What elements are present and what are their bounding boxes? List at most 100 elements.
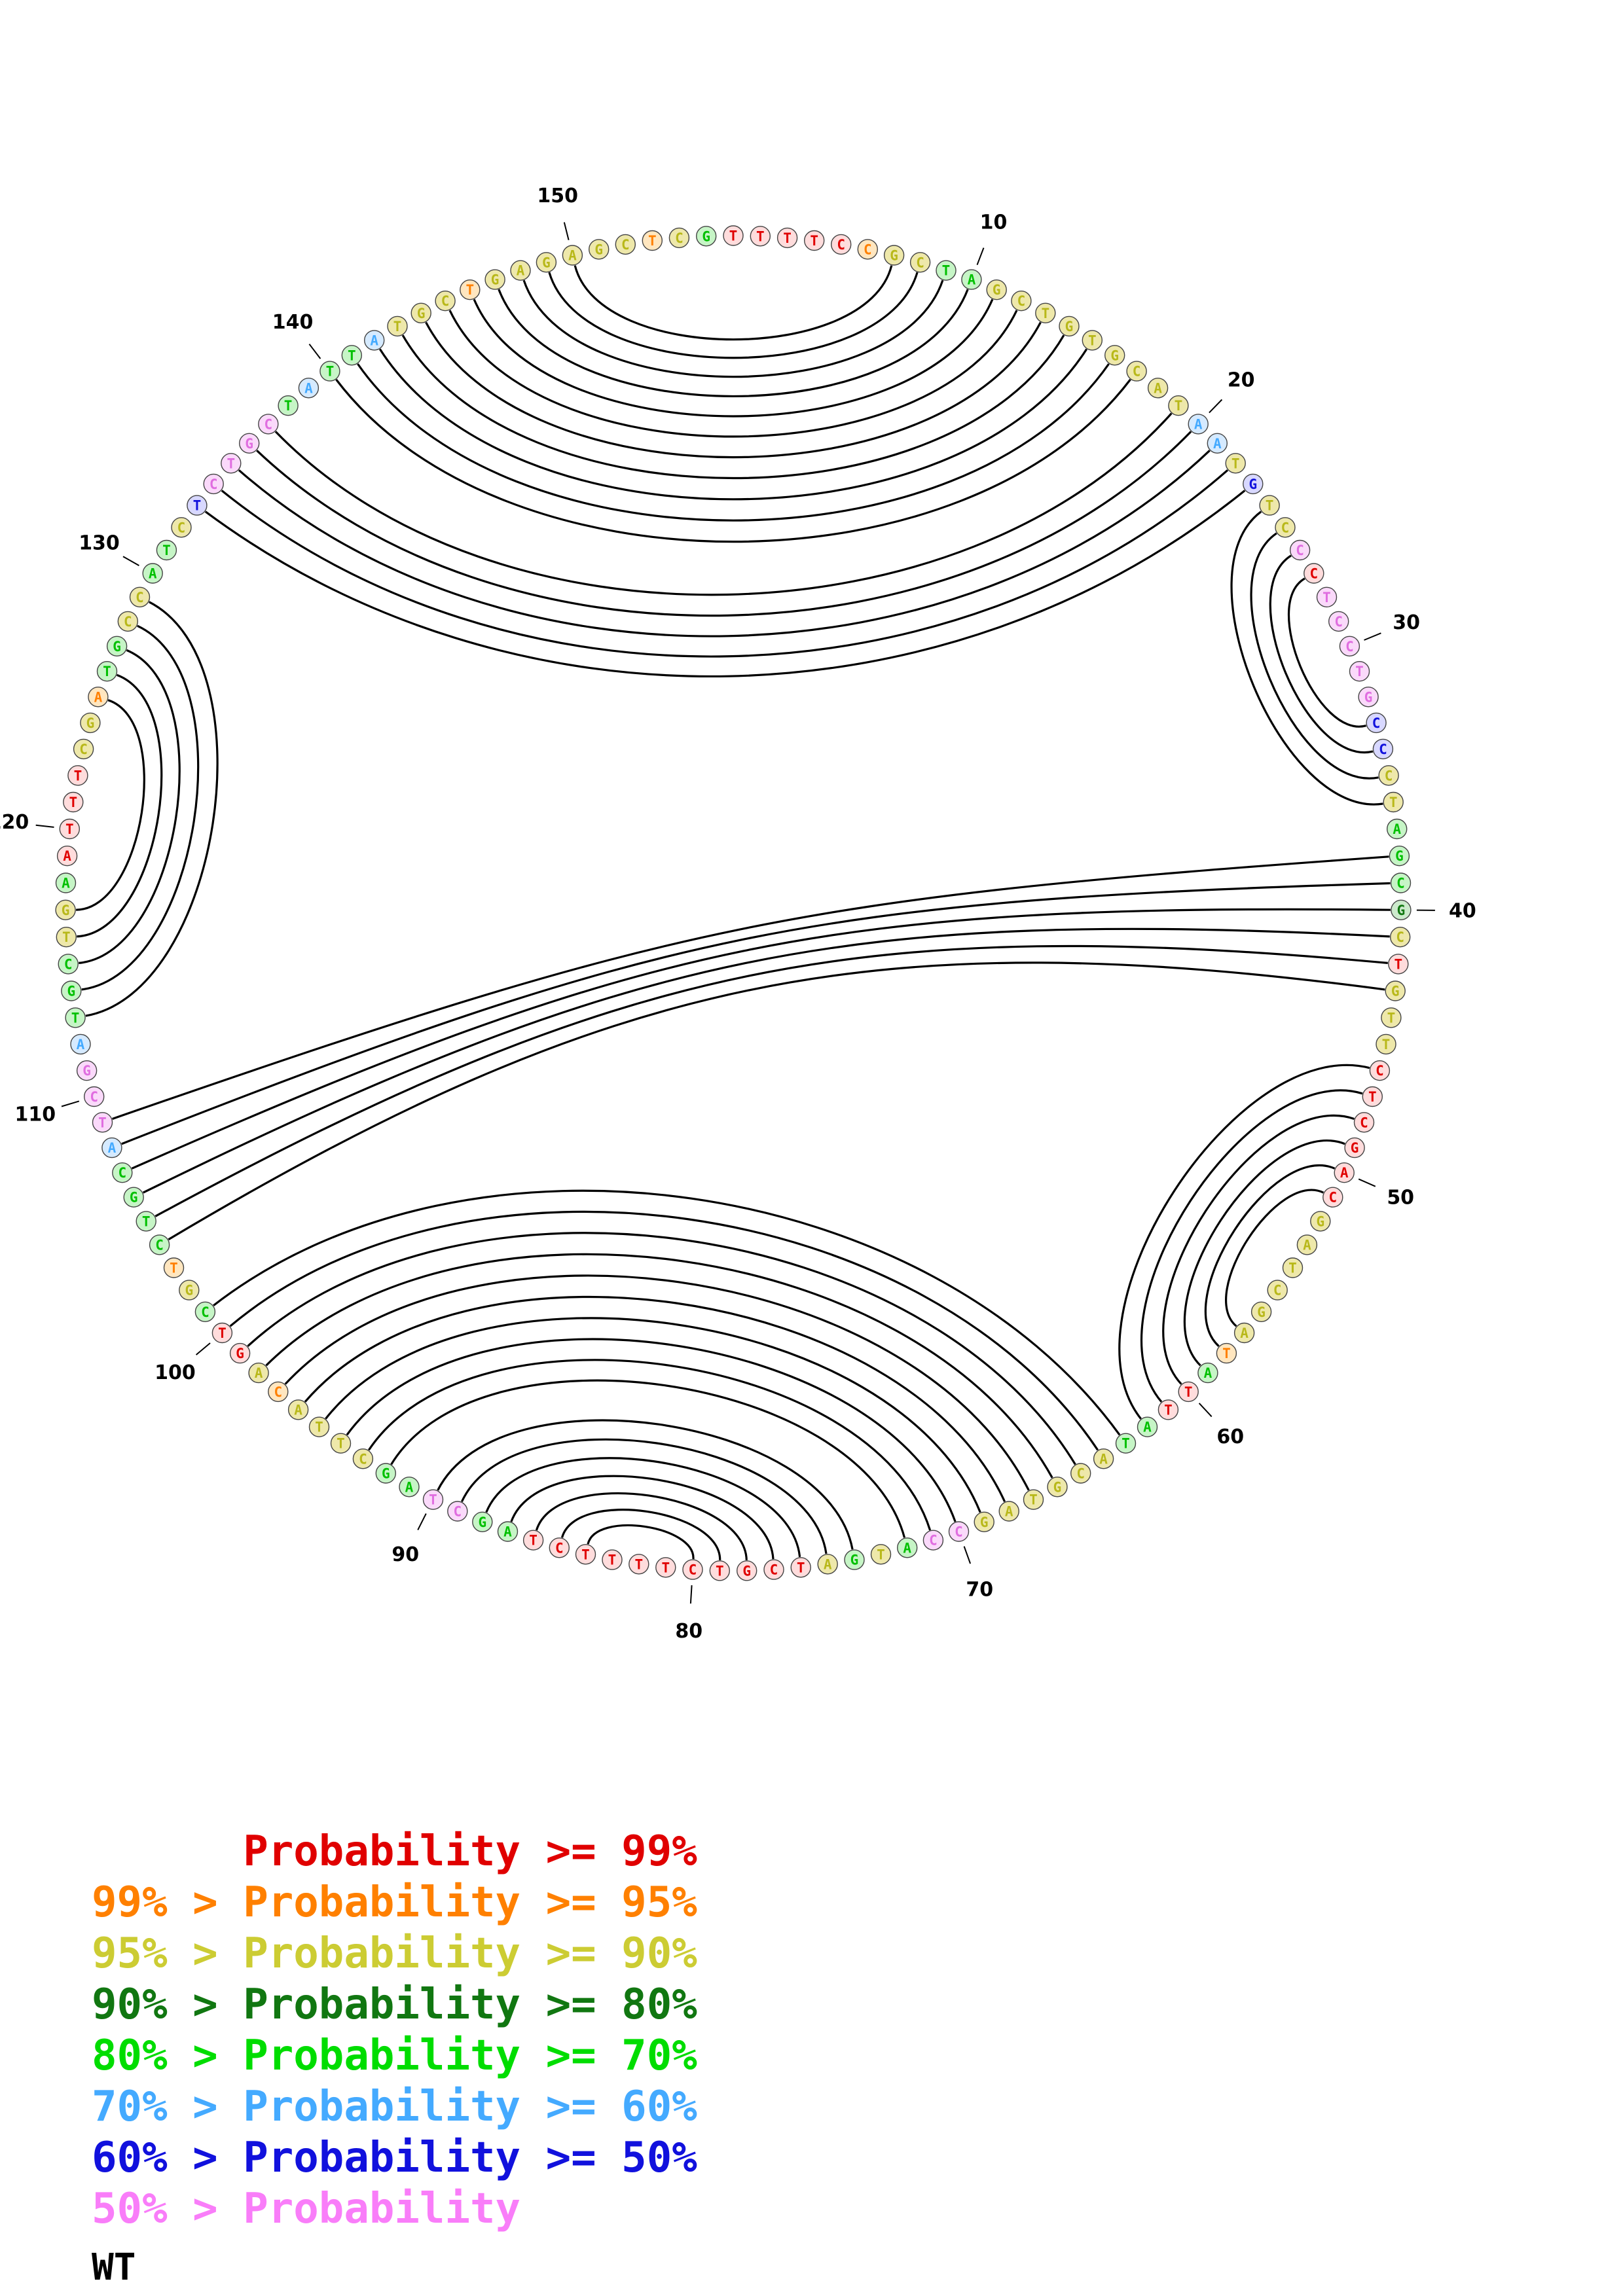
nucleotide: G — [55, 899, 76, 921]
nucleotide-letter: T — [783, 230, 792, 246]
nucleotide-letter: A — [62, 876, 70, 891]
basepair-arc — [378, 348, 1088, 501]
nucleotide-letter: T — [529, 1533, 538, 1549]
nucleotide: A — [1137, 1416, 1158, 1437]
basepair-arc — [560, 1509, 721, 1560]
nucleotide-circle — [1115, 1433, 1137, 1454]
nucleotide-circle — [55, 899, 76, 921]
nucleotide-letter: A — [1393, 821, 1401, 837]
nucleotide: G — [695, 226, 717, 247]
nucleotide-circle — [1275, 517, 1296, 538]
basepair-arc — [77, 673, 163, 938]
nucleotide: T — [575, 1544, 596, 1565]
nucleotide-letter: A — [824, 1556, 832, 1572]
nucleotide-letter: C — [90, 1089, 98, 1105]
nucleotide-letter: A — [1099, 1451, 1108, 1467]
nucleotide: C — [857, 239, 879, 260]
tick-line — [689, 1585, 693, 1604]
nucleotide: G — [229, 1342, 251, 1364]
nucleotide-circle — [179, 1280, 200, 1300]
nucleotide-circle — [736, 1560, 757, 1581]
nucleotide: G — [123, 1187, 144, 1208]
position-label: 150 — [537, 185, 578, 207]
nucleotide-circle — [422, 1489, 444, 1510]
nucleotide-letter: G — [1316, 1213, 1324, 1229]
nucleotide-circle — [1390, 872, 1412, 893]
nucleotide: C — [447, 1501, 468, 1522]
nucleotide: G — [484, 269, 505, 290]
basepair-arc — [1287, 577, 1367, 728]
nucleotide-circle — [221, 453, 242, 474]
nucleotide: G — [1250, 1301, 1272, 1323]
nucleotide-letter: G — [382, 1466, 390, 1482]
nucleotide-letter: T — [1322, 590, 1331, 605]
nucleotide-circle — [562, 245, 583, 266]
nucleotide-letter: T — [1164, 1402, 1173, 1418]
nucleotide-letter: T — [465, 282, 474, 298]
nucleotide-letter: C — [1379, 742, 1387, 757]
nucleotide-circle — [974, 1511, 994, 1533]
nucleotide: A — [101, 1137, 122, 1158]
nucleotide-circle — [56, 926, 77, 948]
basepair-arc — [247, 1232, 1076, 1465]
nucleotide-circle — [655, 1557, 676, 1578]
nucleotide: A — [298, 378, 319, 399]
nucleotide-letter: A — [1213, 436, 1222, 452]
nucleotide-circle — [883, 245, 905, 266]
nucleotide-letter: C — [1076, 1466, 1085, 1482]
nucleotide-circle — [76, 1060, 98, 1081]
nucleotide: A — [1386, 818, 1408, 840]
nucleotide: G — [1059, 315, 1080, 337]
nucleotide-letter: T — [1029, 1492, 1038, 1508]
nucleotide-circle — [1296, 1234, 1318, 1255]
nucleotide: T — [936, 260, 957, 281]
nucleotide-circle — [1358, 687, 1379, 708]
nucleotide-letter: G — [850, 1552, 859, 1568]
nucleotide: A — [1147, 378, 1169, 399]
nucleotide-circle — [55, 872, 77, 893]
nucleotide-circle — [352, 1448, 374, 1469]
nucleotide-letter: G — [1351, 1140, 1359, 1156]
position-label: 120 — [0, 811, 29, 834]
nucleotide: C — [258, 414, 279, 435]
nucleotide-circle — [1383, 791, 1404, 813]
nucleotide-letter: T — [1394, 956, 1402, 972]
nucleotide: C — [73, 738, 94, 760]
nucleotide-circle — [1011, 291, 1032, 312]
basepair-arc — [256, 431, 1192, 617]
nucleotide-circle — [948, 1521, 970, 1542]
nucleotide-letter: T — [1184, 1384, 1193, 1400]
nucleotide-circle — [106, 636, 128, 656]
nucleotide: C — [1378, 765, 1399, 786]
nucleotide: G — [1104, 345, 1125, 366]
nucleotide-circle — [1158, 1399, 1179, 1420]
nucleotide: T — [211, 1322, 233, 1344]
nucleotide: C — [1390, 872, 1412, 893]
nucleotide-letter: A — [1154, 380, 1162, 396]
nucleotide-circle — [129, 586, 151, 607]
nucleotide-circle — [986, 279, 1007, 300]
nucleotide: G — [179, 1280, 200, 1300]
nucleotide-circle — [203, 473, 224, 495]
nucleotide: C — [668, 227, 690, 249]
nucleotide-circle — [248, 1362, 269, 1384]
nucleotide: A — [1093, 1448, 1114, 1469]
position-label: 90 — [392, 1543, 419, 1566]
nucleotide-letter: A — [568, 248, 577, 264]
nucleotide-letter: C — [136, 590, 144, 605]
nucleotide-letter: C — [675, 230, 684, 246]
nucleotide-letter: C — [1296, 543, 1304, 558]
nucleotide-circle — [375, 1463, 396, 1484]
nucleotide: T — [308, 1416, 330, 1437]
nucleotide: A — [364, 330, 385, 351]
nucleotide: T — [1082, 330, 1103, 351]
nucleotide-letter: T — [634, 1556, 643, 1572]
basepair-arc — [221, 469, 1229, 658]
nucleotide-circle — [844, 1549, 865, 1570]
nucleotide-letter: G — [236, 1346, 244, 1361]
nucleotide-letter: T — [227, 456, 235, 471]
nucleotide: T — [136, 1211, 156, 1232]
nucleotide-circle — [1070, 1463, 1091, 1484]
basepair-arc — [1250, 532, 1379, 780]
nucleotide-letter: T — [170, 1261, 178, 1276]
